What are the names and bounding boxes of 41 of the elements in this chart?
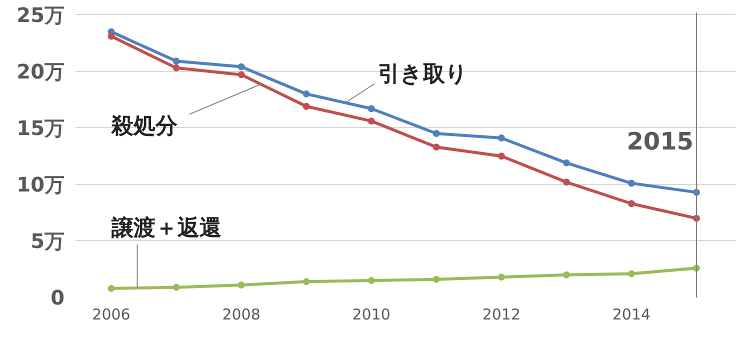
x-tick-label: 2014 [612, 306, 651, 324]
x-tick-label: 2006 [92, 306, 130, 324]
point [432, 144, 440, 151]
point [302, 102, 310, 110]
point [238, 282, 245, 289]
point [432, 276, 440, 283]
point [172, 64, 180, 72]
y-tick-label: 10万 [16, 172, 65, 196]
point [432, 130, 440, 138]
point [172, 58, 180, 65]
y-tick-label: 5万 [30, 228, 65, 253]
point [628, 270, 635, 278]
point [498, 134, 505, 142]
ref-line-label: 2015 [626, 127, 694, 156]
point [302, 90, 310, 98]
point [498, 152, 505, 160]
series-label: 殺処分 [110, 114, 178, 140]
y-tick-label: 0 [50, 286, 65, 310]
point [368, 118, 375, 125]
point [562, 178, 570, 186]
series-label: 引き取り [378, 62, 468, 88]
x-tick-label: 2010 [352, 306, 390, 324]
x-tick-label: 2012 [482, 306, 521, 324]
point [628, 180, 635, 187]
y-tick-label: 15万 [16, 116, 65, 140]
x-tick-label: 2008 [222, 306, 260, 324]
point [108, 32, 115, 40]
point [368, 277, 375, 284]
y-tick-label: 25万 [16, 2, 65, 27]
text: 譲渡＋返還 [110, 214, 222, 241]
y-tick-label: 20万 [16, 59, 65, 84]
point [562, 159, 570, 166]
point [498, 274, 505, 281]
point [368, 105, 375, 112]
point [172, 284, 180, 291]
point [238, 71, 245, 78]
point [628, 200, 635, 208]
point [108, 284, 115, 292]
point [238, 63, 245, 70]
point [562, 271, 570, 278]
point [302, 278, 310, 286]
